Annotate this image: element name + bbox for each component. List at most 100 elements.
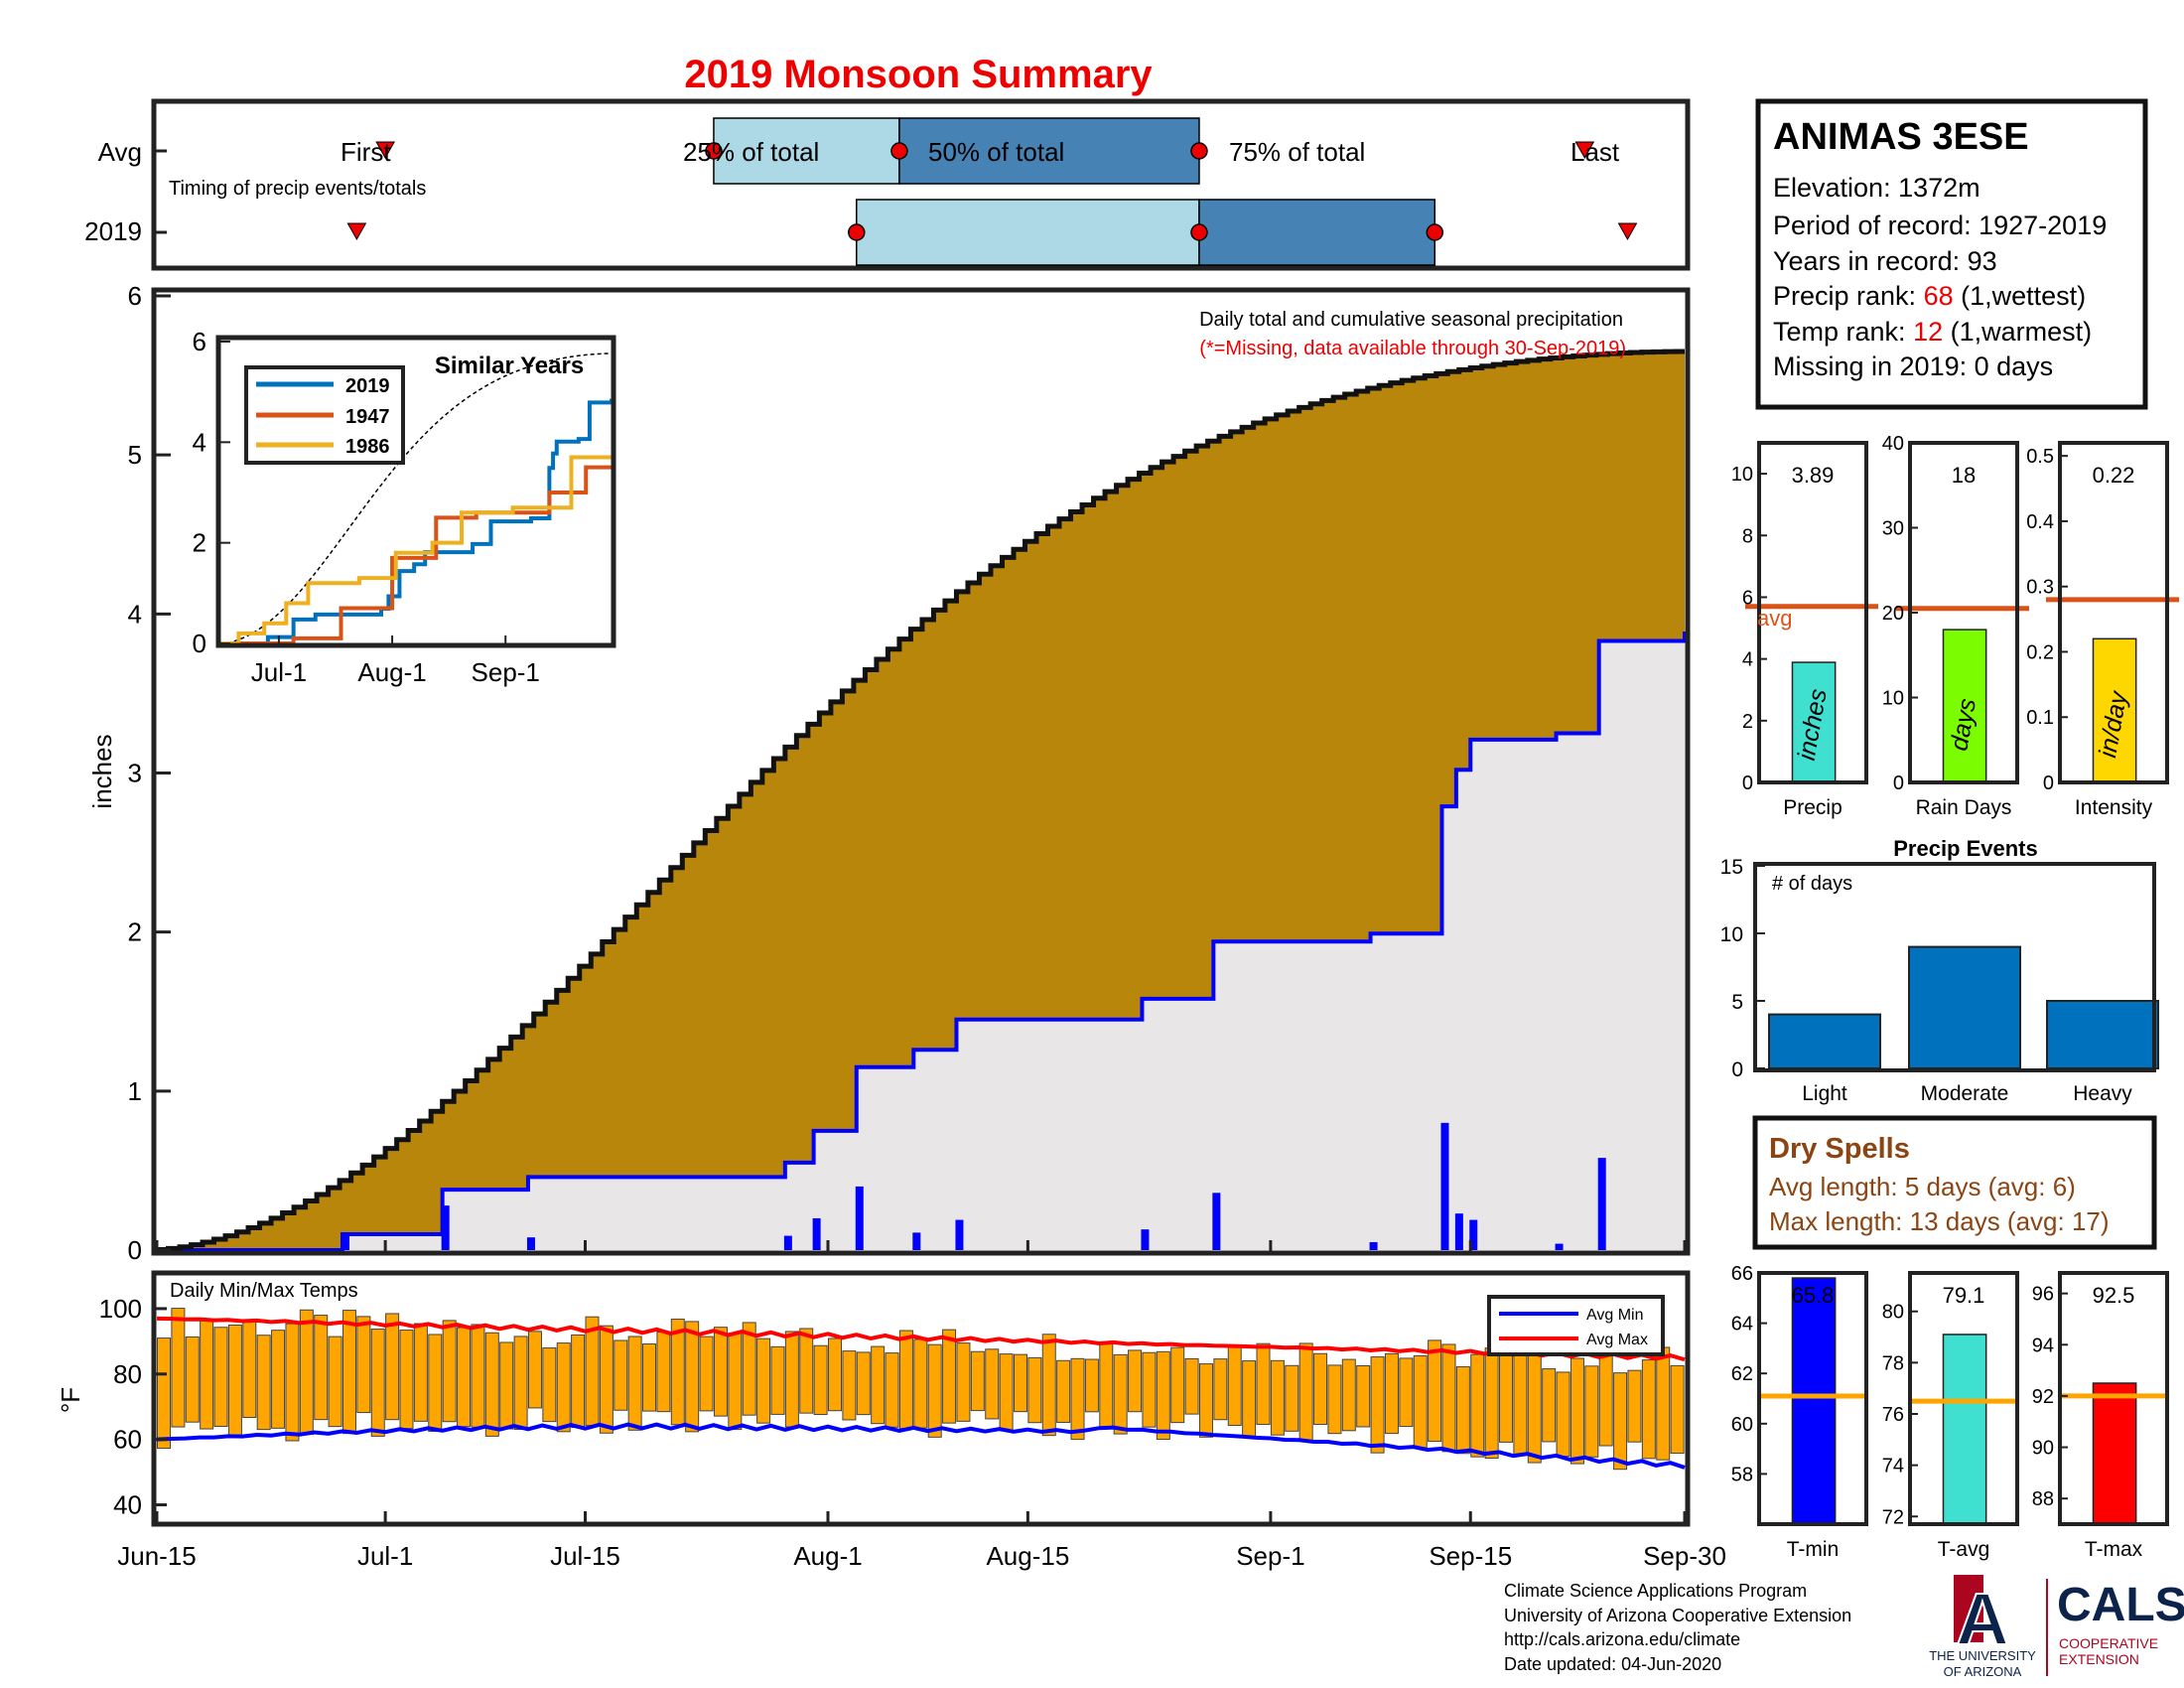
daily-temp-bar <box>1341 1358 1356 1432</box>
daily-precip-bar <box>1440 1122 1449 1250</box>
daily-temp-bar <box>927 1343 942 1438</box>
temp-panel-t-max-tick-label: 88 <box>2032 1488 2054 1510</box>
timing-2019-first-marker <box>346 222 367 241</box>
daily-temp-bar <box>1670 1364 1685 1454</box>
similar-years-frame <box>215 335 616 648</box>
daily-temp-bar <box>1242 1360 1257 1438</box>
station-missing: Missing in 2019: 0 days <box>1773 352 2053 381</box>
cals-logo-line2: EXTENSION <box>2059 1651 2139 1667</box>
precip-events-ytick-label: 5 <box>1731 991 1743 1014</box>
legend-label-2019: 2019 <box>345 375 390 397</box>
timing-caption: Timing of precip events/totals <box>169 178 426 200</box>
precip-rank-suffix: (1,wettest) <box>1954 281 2087 311</box>
daily-temp-bar <box>370 1329 385 1437</box>
temp-panel-t-avg-tick-label: 72 <box>1882 1506 1904 1528</box>
timing-avg-q50-marker <box>890 142 908 160</box>
ua-logo-line2: OF ARIZONA <box>1944 1664 2022 1679</box>
temp-panel-t-avg-axis-label: T-avg <box>1938 1538 1990 1561</box>
daily-temp-bar <box>1413 1354 1428 1449</box>
daily-temp-bar <box>1470 1353 1485 1458</box>
daily-temp-bar <box>1556 1371 1570 1458</box>
daily-precip-bar <box>1369 1241 1378 1250</box>
stat-panel-rain-days-tick-label: 0 <box>1893 773 1904 794</box>
temp-panel-t-max-tick-label: 94 <box>2032 1335 2054 1356</box>
stat-panel-rain-days-axis-label: Rain Days <box>1916 796 2012 819</box>
temp-ytick-label: 60 <box>113 1425 142 1455</box>
similar-years-axes: 0 2 4 6 Jul-1 Aug-1 Sep-1 <box>193 327 540 687</box>
daily-temp-bar <box>970 1350 985 1412</box>
daily-temp-bar <box>742 1322 756 1416</box>
precip-events-ylabel: # of days <box>1772 873 1852 895</box>
temps-chart-title: Daily Min/Max Temps <box>170 1280 358 1302</box>
date-tick-label: Jul-1 <box>357 1541 413 1571</box>
daily-temp-bar <box>1056 1359 1071 1423</box>
temp-rank-prefix: Temp rank: <box>1773 317 1913 347</box>
daily-precip-bar <box>341 1233 349 1250</box>
temp-panel-t-min-tick-label: 64 <box>1731 1314 1753 1336</box>
daily-temp-bar <box>157 1337 171 1450</box>
stat-panel-rain-days-value: 18 <box>1952 463 1976 488</box>
precip-ytick-label: 3 <box>128 759 142 788</box>
footer-program: Climate Science Applications Program <box>1504 1581 1808 1601</box>
timing-2019-q25-q50-box <box>856 199 1200 266</box>
similar-years-avg-line <box>219 352 613 644</box>
similar-years-plot <box>219 352 614 645</box>
footer-url[interactable]: http://cals.arizona.edu/climate <box>1504 1629 1741 1649</box>
temp-panel-t-min-axis-label: T-min <box>1787 1538 1840 1561</box>
obs-cumulative-fill <box>157 631 1685 1250</box>
daily-temp-bar <box>885 1352 899 1428</box>
obs-cumulative-line <box>157 631 1687 1252</box>
similar-years-line-2019 <box>249 398 614 645</box>
precip-ytick-label: 0 <box>128 1235 142 1265</box>
precip-events-plot: Light Moderate Heavy 0 5 10 15 <box>1720 856 2159 1105</box>
daily-temp-bar <box>571 1334 586 1429</box>
daily-temp-bar <box>728 1333 743 1431</box>
stat-panel-intensity-value: 0.22 <box>2093 463 2135 488</box>
daily-temp-bar <box>1027 1356 1042 1424</box>
date-tick-label: Jul-15 <box>550 1541 620 1571</box>
daily-temp-bar <box>756 1337 771 1424</box>
stat-panel-precip-tick-label: 8 <box>1742 525 1753 547</box>
daily-temp-bar <box>1656 1346 1671 1461</box>
daily-precip-bar <box>912 1232 921 1250</box>
timing-q25-label: 25% of total <box>683 137 819 167</box>
daily-temp-bar <box>685 1321 700 1433</box>
daily-temp-bar <box>556 1342 571 1433</box>
stat-panel-rain-days-bar <box>1942 629 1987 783</box>
daily-temp-bar <box>784 1331 799 1428</box>
daily-temp-bar <box>171 1308 186 1428</box>
precip-events-category-label: Heavy <box>2073 1082 2132 1105</box>
daily-temp-bar <box>1256 1342 1271 1426</box>
temps-legend: Avg Min Avg Max <box>1487 1295 1665 1356</box>
precip-rank-prefix: Precip rank: <box>1773 281 1924 311</box>
station-period: Period of record: 1927-2019 <box>1773 211 2107 240</box>
stat-panel-intensity-tick-label: 0.2 <box>2026 641 2054 663</box>
precip-events-frame <box>1753 862 2156 1072</box>
stat-panel-precip-tick-label: 6 <box>1742 587 1753 609</box>
cals-logo-wordmark: CALS <box>2057 1579 2184 1631</box>
station-precip-rank: Precip rank: 68 (1,wettest) <box>1773 281 2086 311</box>
similar-years-inset: Similar Years 2019 1947 1986 0 2 4 6 Jul-1 Au… <box>193 327 616 687</box>
precip-chart-ylabel: inches <box>87 734 117 808</box>
daily-temp-bar <box>813 1344 828 1416</box>
daily-temp-bar <box>1356 1365 1371 1428</box>
daily-temp-bar <box>1384 1352 1399 1435</box>
footer-credits: Climate Science Applications Program Uni… <box>1504 1579 1851 1676</box>
temp-panel-t-min: 65.8 58 60 62 64 66 T-min <box>1731 1263 1868 1561</box>
legend-label-1947: 1947 <box>345 406 390 428</box>
stat-panel-precip-tick-label: 2 <box>1742 711 1753 733</box>
daily-temp-bar <box>1542 1368 1557 1443</box>
stat-panel-precip-axis-label: Precip <box>1783 796 1843 819</box>
daily-temp-bar <box>1041 1334 1056 1437</box>
daily-temp-bar <box>1613 1372 1628 1471</box>
daily-temp-bar <box>200 1320 214 1430</box>
similar-years-ytick-label: 6 <box>193 327 206 356</box>
stat-panel-precip-bar <box>1791 661 1837 783</box>
daily-temp-bar <box>770 1345 785 1415</box>
station-elevation: Elevation: 1372m <box>1773 173 1980 203</box>
temp-panel-t-max-tick-label: 92 <box>2032 1386 2054 1408</box>
precip-events-bar-heavy <box>2046 1000 2159 1069</box>
temp-panel-t-avg-value: 79.1 <box>1943 1283 1985 1308</box>
